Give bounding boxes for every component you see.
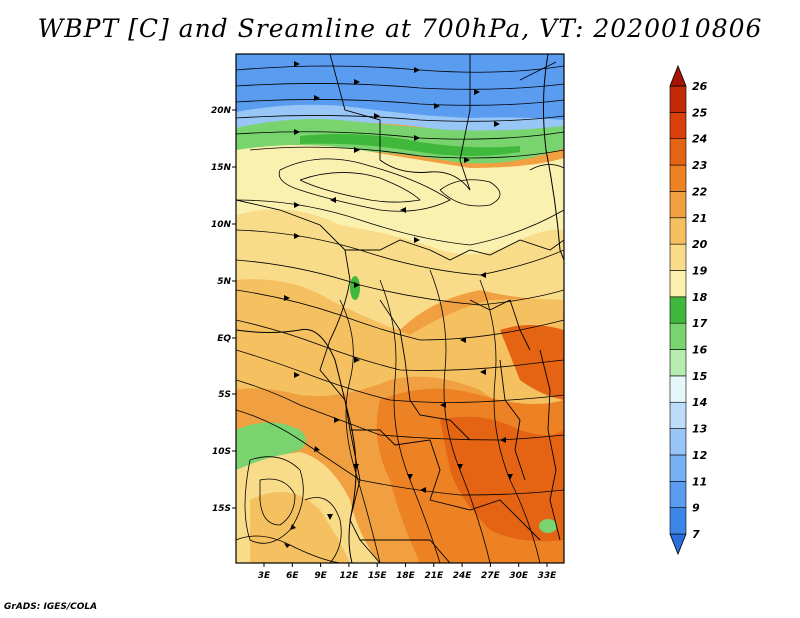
streamline-arrows — [284, 61, 513, 548]
lon-label-12e: 12E — [340, 571, 360, 581]
hot-region-core — [440, 416, 564, 542]
country-borders — [236, 54, 564, 563]
lat-label-5s: 5S — [218, 390, 231, 400]
colorbar-label: 21 — [692, 212, 707, 225]
east-coast — [542, 54, 564, 261]
colorbar-label: 20 — [692, 238, 708, 251]
lon-label-24e: 24E — [453, 571, 473, 581]
lat-label-eq: EQ — [217, 334, 231, 344]
colorbar-label: 12 — [692, 449, 708, 462]
warm-region-mid — [236, 279, 564, 420]
green-spot-southeast — [539, 519, 557, 533]
colorbar-swatch — [669, 454, 687, 482]
colorbar-swatch — [669, 217, 687, 245]
coastline — [236, 328, 357, 563]
colorbar-swatch — [669, 270, 687, 298]
lat-label-5n: 5N — [217, 277, 231, 287]
colorbar-swatch — [669, 112, 687, 140]
colorbar: 7 9 11 12 13 14 15 16 17 18 19 20 21 22 23 24 25 26 — [669, 64, 708, 556]
longitude-labels: 3E 6E 9E 12E 15E 18E 21E 24E 27E 30E 33E — [258, 571, 557, 581]
credit-label: GrADS: IGES/COLA — [4, 602, 98, 612]
colorbar-swatch — [669, 138, 687, 166]
lon-label-18e: 18E — [396, 571, 416, 581]
colorbar-label: 23 — [692, 159, 708, 172]
colorbar-arrow-high — [669, 64, 687, 87]
colorbar-swatch — [669, 164, 687, 192]
colorbar-swatch — [669, 322, 687, 350]
green-spot-central — [350, 276, 360, 300]
colorbar-swatch — [669, 243, 687, 271]
lat-label-10n: 10N — [211, 220, 232, 230]
lon-label-3e: 3E — [258, 571, 271, 581]
axis-ticks — [232, 109, 548, 567]
colorbar-label: 24 — [692, 133, 707, 146]
colorbar-swatch — [669, 349, 687, 377]
colorbar-label: 15 — [692, 370, 708, 383]
colorbar-label: 14 — [692, 396, 707, 409]
transition-band-dark — [300, 134, 520, 156]
map-frame — [235, 53, 565, 564]
colorbar-swatch — [669, 428, 687, 456]
colorbar-arrow-low — [669, 533, 687, 556]
lat-label-20n: 20N — [211, 106, 232, 116]
colorbar-label: 25 — [692, 106, 708, 119]
lon-label-21e: 21E — [424, 571, 444, 581]
colorbar-swatch — [669, 85, 687, 113]
southwest-light-region — [250, 492, 350, 563]
colorbar-swatch — [669, 507, 687, 535]
lat-label-10s: 10S — [212, 447, 231, 457]
colorbar-swatch — [669, 296, 687, 324]
colorbar-swatch — [669, 480, 687, 508]
colorbar-label: 7 — [692, 528, 700, 541]
colorbar-label: 13 — [692, 423, 708, 436]
colorbar-swatch — [669, 191, 687, 219]
chart-title: WBPT [C] and Sreamline at 700hPa, VT: 20… — [37, 14, 763, 43]
lon-label-6e: 6E — [286, 571, 299, 581]
lat-label-15n: 15N — [211, 163, 232, 173]
colorbar-label: 9 — [692, 502, 700, 515]
colorbar-label: 19 — [692, 264, 708, 277]
lon-label-15e: 15E — [368, 571, 388, 581]
lat-label-15s: 15S — [212, 504, 231, 514]
colorbar-swatch — [669, 375, 687, 403]
latitude-labels: 20N 15N 10N 5N EQ 5S 10S 15S — [211, 106, 232, 514]
colorbar-label: 17 — [692, 317, 708, 330]
lon-label-27e: 27E — [481, 571, 501, 581]
lon-label-33e: 33E — [538, 571, 558, 581]
colorbar-label: 22 — [692, 185, 708, 198]
colorbar-label: 16 — [692, 344, 708, 357]
colorbar-swatch — [669, 401, 687, 429]
colorbar-label: 26 — [692, 80, 708, 93]
colorbar-label: 11 — [692, 475, 707, 488]
colorbar-label: 18 — [692, 291, 708, 304]
lon-label-9e: 9E — [314, 571, 327, 581]
lon-label-30e: 30E — [509, 571, 529, 581]
